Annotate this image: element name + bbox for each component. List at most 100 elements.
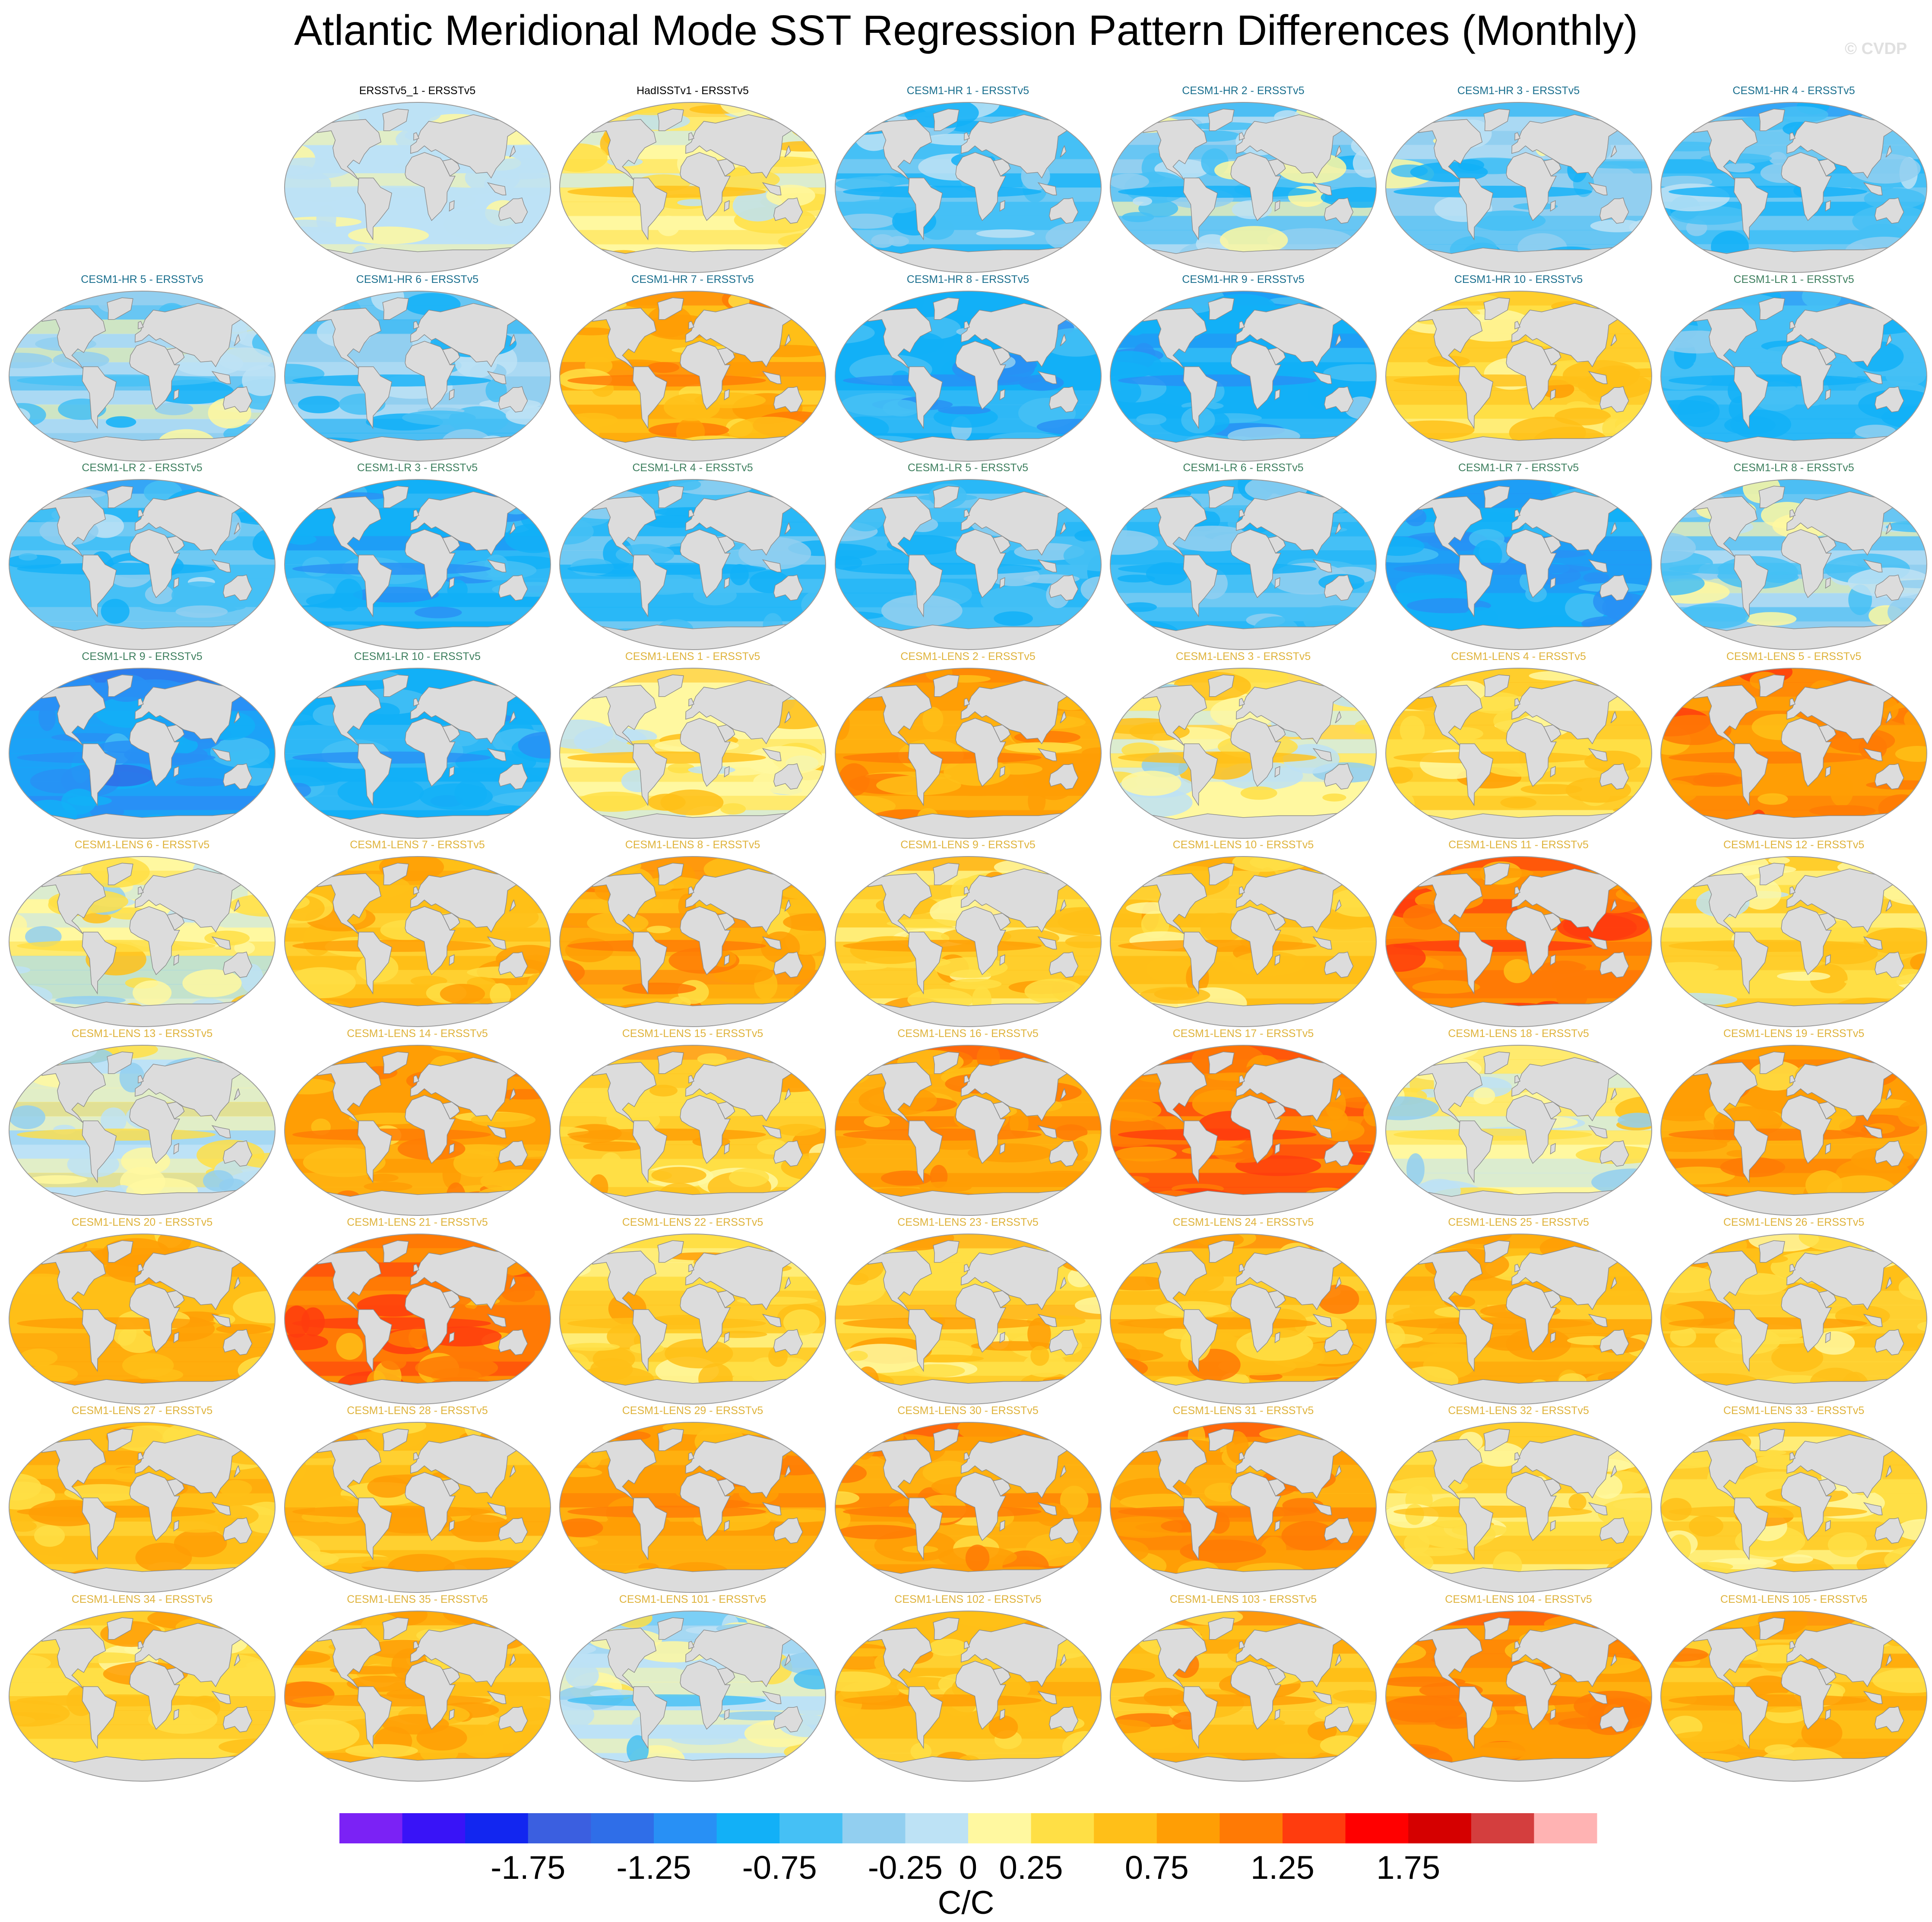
land-north-america [592, 1439, 657, 1500]
land-indonesia [487, 748, 507, 761]
map-panel-title: CESM1-HR 9 - ERSSTv5 [1182, 273, 1305, 285]
map-panel-title: CESM1-LENS 102 - ERSSTv5 [894, 1593, 1042, 1605]
land-madagascar [724, 1520, 730, 1532]
land-eurasia [135, 1057, 248, 1122]
land-uk [688, 320, 694, 330]
land-north-america [41, 308, 106, 369]
map-panel-title: CESM1-HR 10 - ERSSTv5 [1454, 273, 1583, 285]
land-north-america [1693, 496, 1758, 558]
land-uk [413, 1640, 419, 1649]
land-arabia [442, 1290, 460, 1308]
world-map [1660, 290, 1927, 462]
land-south-america [82, 1120, 117, 1183]
land-eurasia [960, 303, 1074, 368]
land-arabia [717, 159, 735, 177]
land-japan [509, 333, 516, 346]
land-australia [1599, 197, 1629, 224]
land-indonesia [211, 371, 231, 384]
colorbar-tick-label: -1.25 [616, 1849, 691, 1886]
land-madagascar [1274, 200, 1280, 212]
land-australia [773, 574, 803, 601]
land-arabia [166, 1667, 185, 1685]
map-panel: CESM1-LENS 35 - ERSSTv5 [282, 1593, 554, 1782]
world-map [559, 1045, 826, 1216]
colorbar-swatch [842, 1813, 906, 1843]
land-eurasia [960, 1246, 1074, 1310]
land-japan [234, 1465, 241, 1478]
map-panel: CESM1-LENS 9 - ERSSTv5 [832, 839, 1104, 1028]
land-eurasia [960, 114, 1074, 179]
land-japan [784, 145, 791, 158]
map-panel: CESM1-LENS 18 - ERSSTv5 [1383, 1028, 1655, 1216]
land-uk [413, 320, 419, 330]
world-map [559, 1610, 826, 1782]
land-japan [509, 1465, 516, 1478]
land-south-america [357, 932, 392, 995]
land-australia [1599, 1140, 1629, 1167]
land-japan [234, 1653, 241, 1666]
land-north-america [592, 685, 657, 746]
land-madagascar [1825, 389, 1831, 400]
land-greenland [1758, 108, 1785, 131]
land-south-america [632, 932, 667, 995]
land-arabia [992, 913, 1010, 931]
land-eurasia [960, 1623, 1074, 1687]
world-map [1385, 1422, 1652, 1593]
land-north-america [1143, 1627, 1207, 1689]
map-panel: CESM1-HR 2 - ERSSTv5 [1107, 85, 1379, 273]
land-africa [129, 906, 180, 976]
world-map [1660, 1422, 1927, 1593]
land-north-america [1693, 1250, 1758, 1312]
map-panel-title: CESM1-LENS 6 - ERSSTv5 [74, 839, 210, 851]
land-greenland [107, 297, 133, 320]
map-panel: CESM1-LR 6 - ERSSTv5 [1107, 462, 1379, 650]
land-arabia [717, 347, 735, 365]
map-panel: CESM1-LENS 14 - ERSSTv5 [282, 1028, 554, 1216]
land-japan [784, 522, 791, 535]
world-map [559, 1422, 826, 1593]
land-south-america [1458, 555, 1493, 618]
land-japan [1610, 1276, 1617, 1289]
map-panel-title: ERSSTv5_1 - ERSSTv5 [359, 85, 476, 97]
land-japan [509, 710, 516, 723]
land-greenland [657, 863, 684, 885]
land-south-america [1733, 178, 1768, 241]
land-eurasia [1786, 303, 1900, 368]
land-africa [129, 1283, 180, 1353]
colorbar-swatch [528, 1813, 591, 1843]
land-south-america [908, 555, 943, 618]
land-south-america [357, 555, 392, 618]
map-panel-title: CESM1-HR 1 - ERSSTv5 [906, 85, 1029, 97]
land-madagascar [173, 577, 179, 589]
land-indonesia [762, 748, 782, 761]
land-uk [688, 1640, 694, 1649]
land-africa [680, 1095, 731, 1164]
land-uk [1789, 1640, 1796, 1649]
land-indonesia [211, 1125, 231, 1139]
land-south-america [632, 366, 667, 429]
land-indonesia [1312, 559, 1332, 573]
land-north-america [41, 496, 106, 558]
land-africa [404, 906, 456, 976]
map-panel: HadISSTv1 - ERSSTv5 [557, 85, 829, 273]
land-madagascar [449, 577, 455, 589]
map-panel: ERSSTv5_1 - ERSSTv5 [282, 85, 554, 273]
land-uk [688, 132, 694, 141]
map-panel: CESM1-HR 8 - ERSSTv5 [832, 273, 1104, 462]
land-australia [1324, 574, 1354, 601]
map-panel-title: CESM1-LENS 30 - ERSSTv5 [897, 1405, 1039, 1417]
land-eurasia [135, 491, 248, 556]
land-north-america [1693, 1439, 1758, 1500]
land-africa [404, 718, 456, 787]
land-eurasia [410, 114, 523, 179]
map-panel-title: CESM1-LENS 8 - ERSSTv5 [625, 839, 760, 851]
world-map [559, 290, 826, 462]
land-japan [784, 1088, 791, 1101]
land-japan [784, 1653, 791, 1666]
land-africa [955, 1472, 1006, 1541]
land-arabia [1543, 159, 1561, 177]
land-arabia [1818, 347, 1837, 365]
land-north-america [1693, 873, 1758, 935]
map-panel-title: CESM1-LENS 21 - ERSSTv5 [347, 1216, 488, 1228]
land-australia [1324, 1329, 1354, 1355]
